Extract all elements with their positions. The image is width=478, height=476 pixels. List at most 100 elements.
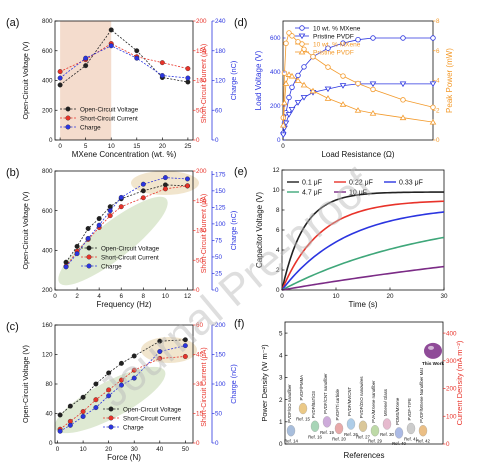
data-point	[83, 55, 89, 61]
panel-a	[54, 20, 213, 141]
y3-axis-tick-label: 150	[215, 352, 226, 359]
data-point	[57, 428, 63, 434]
legend-label: 0.22 μF	[349, 180, 373, 187]
y-axis-tick-label: 0	[49, 137, 53, 144]
data-point	[134, 48, 140, 54]
legend-label: Open-Circuit Voltage	[80, 106, 139, 113]
data-point	[430, 104, 436, 110]
y3-axis-label: Charge (nC)	[229, 364, 238, 404]
legend-label: Short-Circuit Current	[80, 115, 138, 122]
x-axis-tick-label: 20	[159, 143, 167, 150]
y-axis-tick-label: 0	[276, 287, 280, 294]
series-line	[59, 29, 188, 86]
material-label: PVDF/MWCNT	[347, 387, 352, 416]
legend-marker	[298, 48, 306, 55]
y-axis-tick-label: 0	[279, 441, 283, 448]
y2-axis-tick-label: 15	[196, 411, 204, 418]
bubble	[298, 402, 308, 415]
y2-axis-tick-label: 6	[436, 48, 440, 55]
legend-label: 10 wt. % MXene	[313, 25, 361, 32]
y-axis-tick-label: 160	[42, 322, 53, 329]
category-label: Ref. 30	[380, 432, 394, 437]
data-point	[430, 35, 436, 41]
data-point	[159, 60, 165, 66]
y3-axis-tick-label: 25	[215, 271, 223, 278]
panel-label: (c)	[6, 321, 19, 333]
data-point	[96, 216, 102, 222]
x-axis-tick-label: 2	[75, 293, 79, 300]
y3-axis-label: Charge (nC)	[229, 61, 238, 101]
data-point	[355, 37, 361, 43]
x-axis-label: Force (N)	[107, 453, 141, 462]
data-point	[57, 75, 63, 81]
bubble	[406, 422, 416, 435]
data-point	[289, 33, 295, 39]
y3-axis-tick-label: 120	[215, 78, 226, 85]
y3-axis-label: Charge (nC)	[229, 211, 238, 251]
data-point	[281, 99, 288, 106]
y-axis-label: Load Voltage (V)	[254, 50, 263, 110]
data-point	[182, 337, 188, 343]
bubble	[346, 418, 356, 430]
series-line	[281, 265, 445, 291]
y-axis-tick-label: 40	[45, 411, 53, 418]
series-line	[59, 45, 188, 79]
data-point	[185, 75, 191, 81]
data-point	[57, 82, 63, 88]
y-axis-tick-label: 0	[277, 137, 281, 144]
legend-marker	[65, 106, 71, 112]
data-point	[300, 81, 308, 88]
data-point	[106, 393, 112, 399]
legend-marker	[86, 254, 92, 260]
panel-e	[281, 169, 445, 291]
x-axis-tick-label: 30	[131, 446, 139, 453]
data-point	[85, 226, 91, 231]
x-axis-tick-label: 0	[58, 143, 62, 150]
legend-label: Open-Circuit Voltage	[123, 406, 182, 413]
y-axis-label: Open-Circuit Voltage (V)	[21, 192, 30, 270]
y-axis-tick-label: 2	[276, 267, 280, 274]
y3-axis-tick-label: 0	[215, 440, 219, 447]
data-point	[354, 107, 362, 113]
y2-axis-label: Current Density (mA m⁻²)	[455, 340, 464, 425]
data-point	[286, 94, 292, 101]
y2-axis-tick-label: 30	[196, 381, 204, 388]
data-point	[182, 354, 188, 359]
legend-label: 0.33 μF	[399, 180, 423, 187]
data-point	[107, 213, 113, 219]
material-label: PVA/MXene nanofiber	[371, 380, 376, 423]
x-axis-label: MXene Concentration (wt. %)	[72, 150, 177, 159]
x-axis-tick-label: 15	[133, 143, 141, 150]
data-point	[339, 83, 347, 89]
material-label: PVDF/CNT nanofiber	[323, 373, 328, 414]
data-point	[285, 112, 293, 118]
legend-label: 4.7 μF	[302, 190, 322, 197]
y2-axis-tick-label: 2	[436, 107, 440, 114]
series-line	[281, 211, 445, 291]
x-axis-tick-label: 20	[386, 293, 394, 300]
y-axis-tick-label: 3	[279, 375, 283, 382]
y-axis-tick-label: 400	[270, 69, 281, 76]
x-axis-tick-label: 4	[97, 293, 101, 300]
legend-label: 0.1 μF	[302, 180, 322, 187]
data-point	[300, 95, 308, 101]
bubble	[334, 422, 344, 435]
y3-axis-tick-label: 150	[215, 188, 226, 195]
y-axis-tick-label: 10	[272, 187, 280, 194]
data-point	[134, 55, 140, 61]
data-point	[309, 87, 317, 94]
x-axis-tick-label: 10	[80, 446, 88, 453]
data-point	[67, 403, 73, 409]
y-axis-tick-label: 0	[49, 440, 53, 447]
x-axis-tick-label: 0	[281, 143, 285, 150]
y3-axis-tick-label: 200	[215, 322, 226, 329]
panel-f	[284, 321, 444, 445]
data-point	[370, 35, 376, 41]
y-axis-tick-label: 5	[279, 330, 283, 337]
y-axis-tick-label: 80	[45, 381, 53, 388]
category-label: Ref. 14	[284, 439, 298, 444]
y2-axis-tick-label: 200	[196, 18, 207, 25]
y-axis-tick-label: 600	[42, 208, 53, 215]
data-point	[159, 73, 165, 78]
category-label: Ref. 27	[356, 434, 370, 439]
